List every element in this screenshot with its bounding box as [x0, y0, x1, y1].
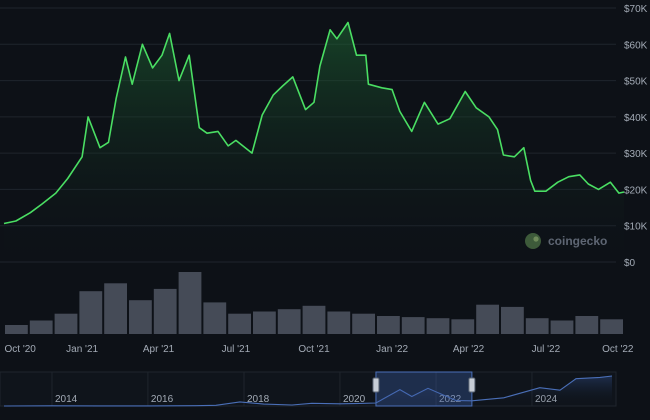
coingecko-watermark: coingecko — [525, 233, 607, 249]
navigator-area — [4, 376, 612, 406]
x-tick-label: Oct '21 — [298, 344, 330, 355]
volume-bar — [5, 325, 28, 334]
x-tick-label: Jul '21 — [222, 344, 251, 355]
volume-bar — [153, 288, 177, 334]
volume-bar — [104, 283, 127, 334]
volume-bar — [451, 319, 475, 334]
volume-bar — [302, 305, 326, 334]
y-tick-label: $40K — [624, 113, 648, 124]
x-tick-label: Oct '22 — [602, 344, 634, 355]
price-area-fill — [4, 22, 624, 262]
y-axis: $70K $60K $50K $40K $30K $20K $10K $0 — [624, 4, 648, 269]
x-axis: Oct '20 Jan '21 Apr '21 Jul '21 Oct '21 Jan '… — [5, 344, 634, 355]
x-tick-label: Jan '22 — [376, 344, 408, 355]
volume-bar — [575, 316, 599, 334]
volume-bar — [129, 300, 152, 334]
volume-bar — [476, 304, 499, 334]
navigator[interactable]: 201420162018202020222024 — [0, 371, 617, 407]
y-tick-label: $50K — [624, 77, 648, 88]
price-line-group — [3, 21, 625, 225]
navigator-year-label: 2014 — [55, 394, 78, 405]
volume-bar — [277, 309, 301, 334]
navigator-handle-right[interactable] — [468, 377, 476, 393]
navigator-line — [3, 375, 613, 407]
x-tick-label: Jan '21 — [66, 344, 98, 355]
y-tick-label: $10K — [624, 222, 648, 233]
price-area — [4, 22, 624, 262]
volume-bar — [501, 306, 524, 334]
volume-bar — [228, 313, 251, 334]
y-tick-label: $70K — [624, 4, 648, 15]
volume-bar — [29, 320, 53, 334]
volume-bar — [550, 320, 574, 334]
volume-bar — [377, 316, 400, 334]
volume-bar — [525, 318, 549, 334]
y-tick-label: $60K — [624, 40, 648, 51]
volume-bar — [54, 313, 78, 334]
volume-bar — [253, 311, 276, 334]
coingecko-logo-eye — [533, 236, 539, 242]
volume-bar — [352, 313, 375, 334]
y-tick-label: $20K — [624, 185, 648, 196]
volume-bar — [426, 318, 450, 334]
price-line[interactable] — [3, 21, 625, 225]
volume-bar — [401, 317, 425, 334]
navigator-year-label: 2018 — [247, 394, 270, 405]
x-tick-label: Apr '21 — [143, 344, 175, 355]
navigator-selection[interactable] — [375, 371, 473, 407]
volume-bar — [79, 291, 103, 334]
watermark-text: coingecko — [548, 234, 607, 248]
navigator-year-label: 2020 — [343, 394, 366, 405]
volume-bar — [178, 272, 202, 334]
coingecko-logo-icon — [525, 233, 541, 249]
navigator-handle-left[interactable] — [372, 377, 380, 393]
x-tick-label: Oct '20 — [5, 344, 37, 355]
volume-bar — [327, 311, 351, 334]
x-tick-label: Jul '22 — [532, 344, 561, 355]
y-tick-label: $0 — [624, 258, 636, 269]
volume-bars — [5, 272, 623, 334]
volume-bar — [600, 319, 623, 334]
x-tick-label: Apr '22 — [453, 344, 485, 355]
navigator-year-label: 2016 — [151, 394, 174, 405]
y-tick-label: $30K — [624, 149, 648, 160]
volume-bar — [203, 302, 227, 334]
